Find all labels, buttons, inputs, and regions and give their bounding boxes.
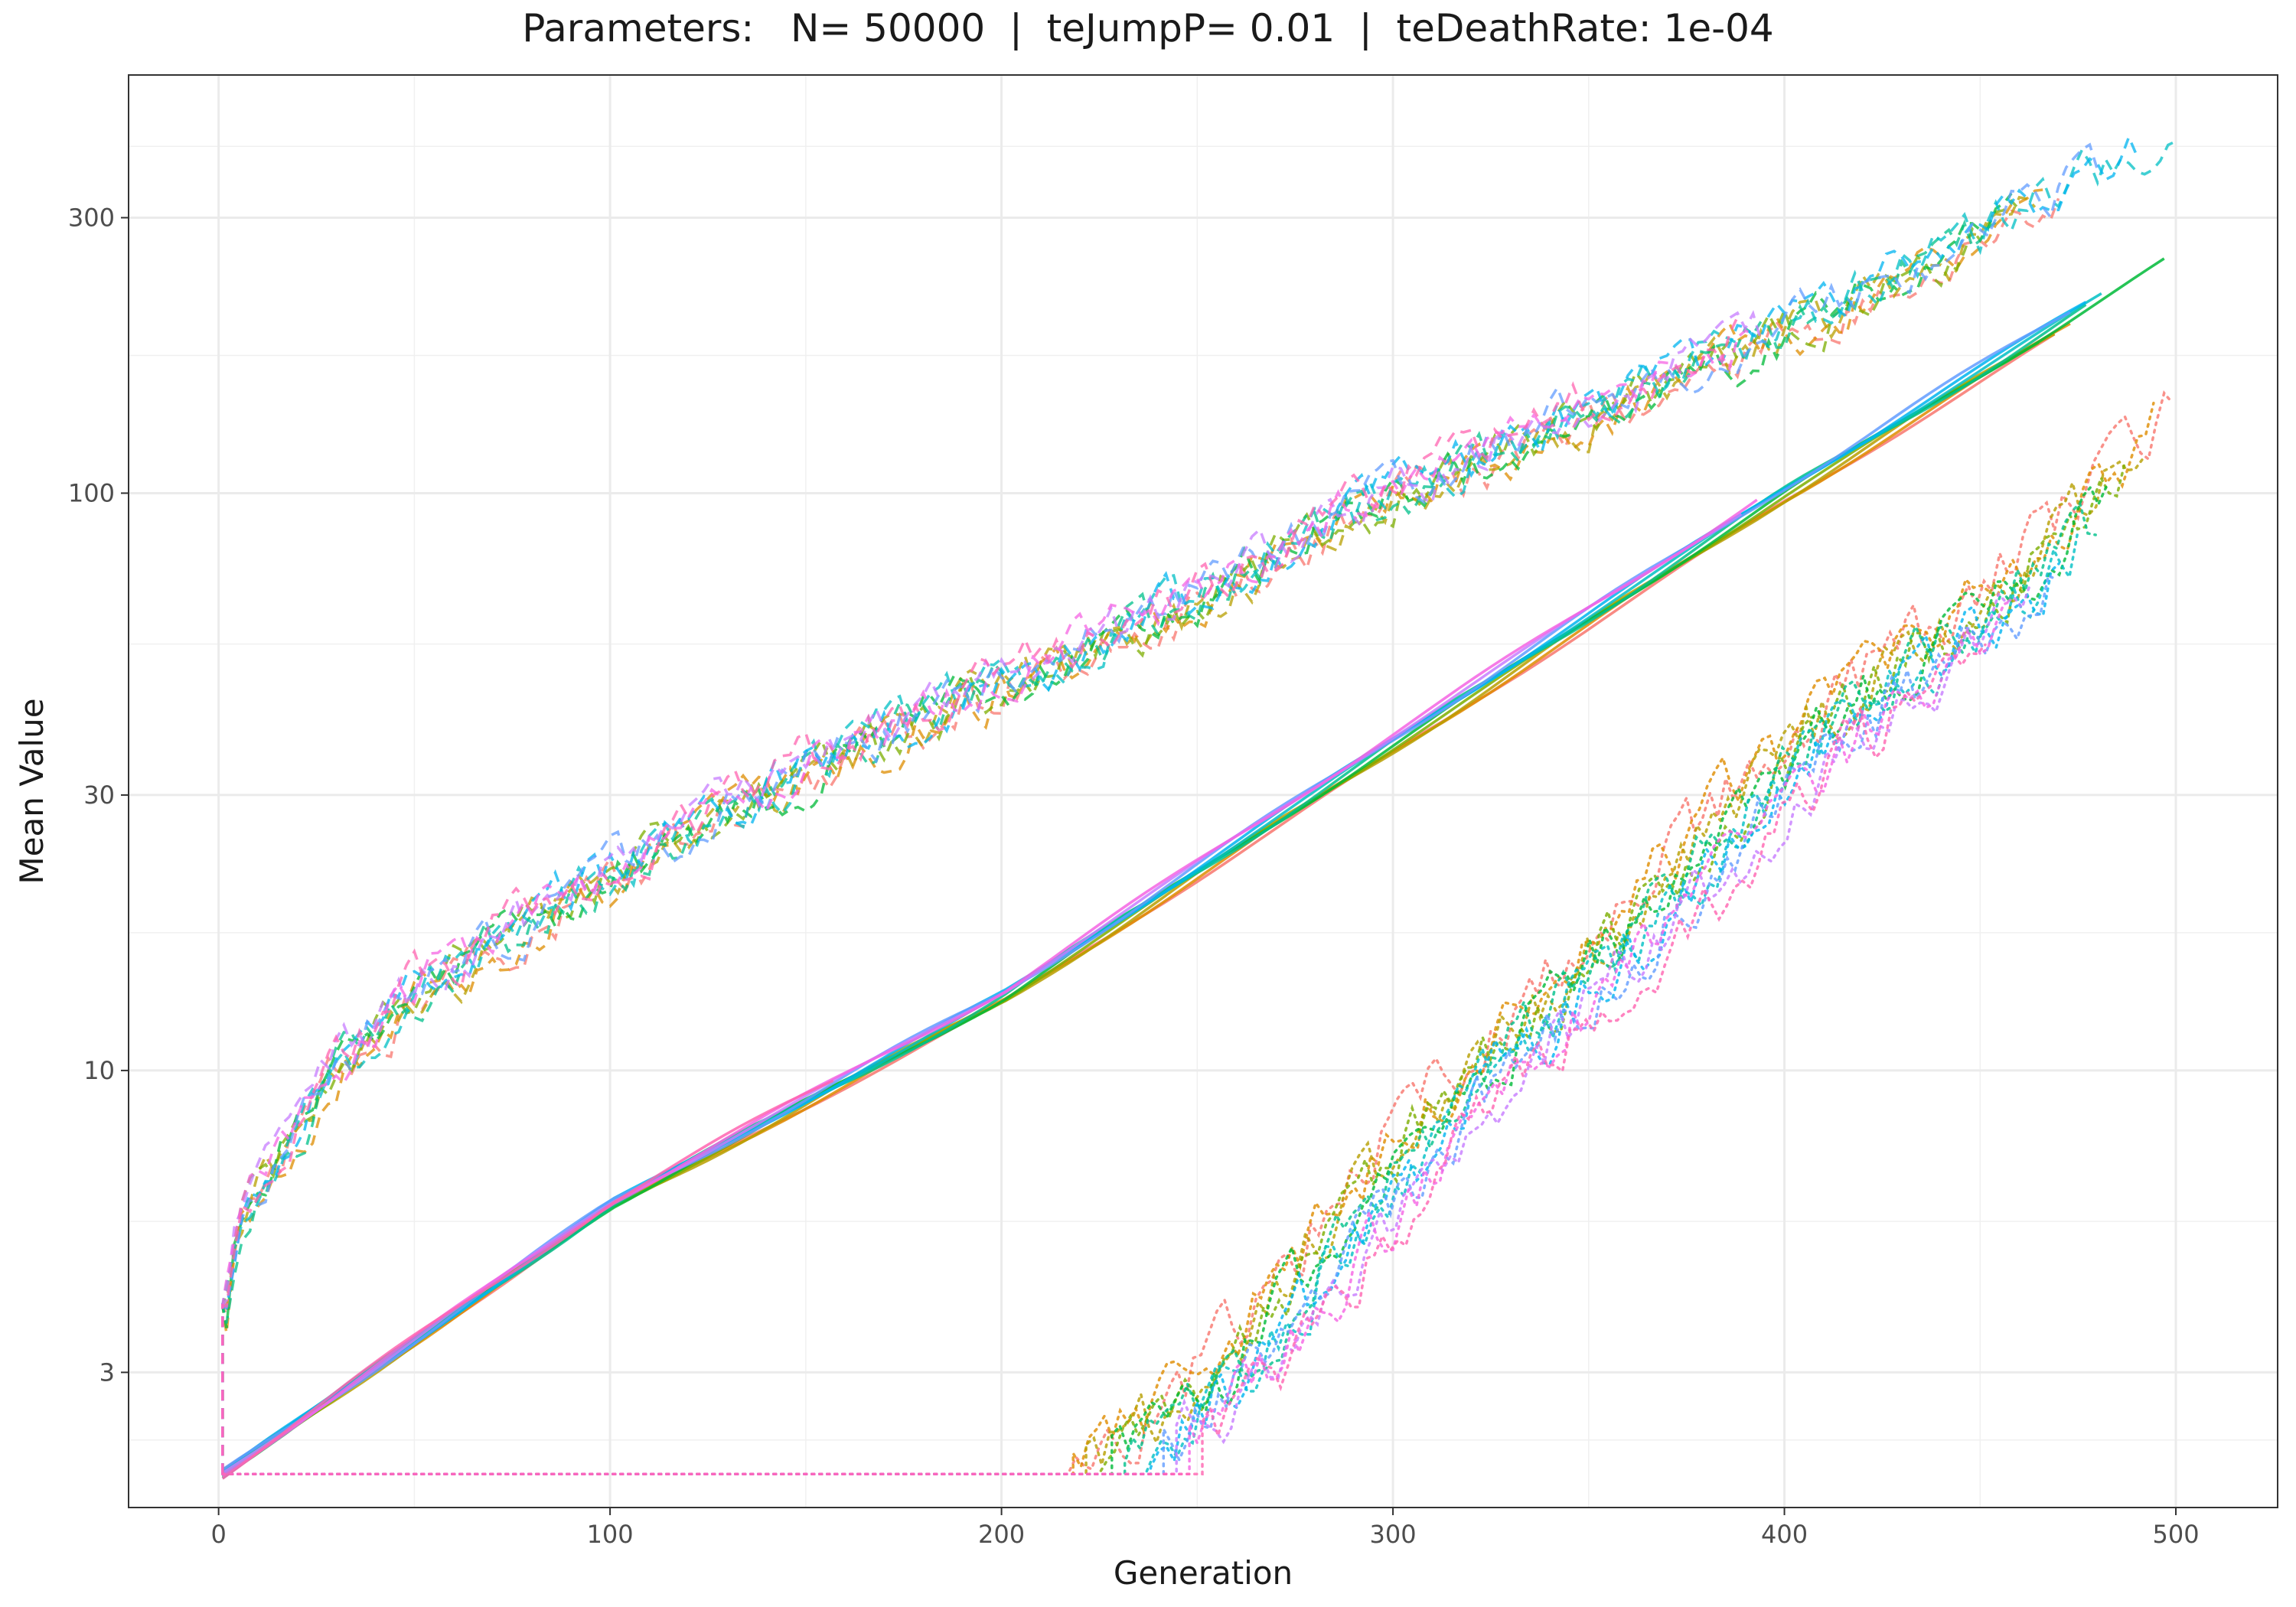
x-axis-title: Generation (1114, 1554, 1293, 1592)
series-line (221, 142, 2099, 1475)
series-line (221, 599, 2013, 1475)
series-line (221, 498, 1758, 1478)
series-line (221, 133, 2138, 1475)
series-line (221, 562, 2060, 1475)
series-line (221, 219, 1997, 1475)
series-group-dashed (221, 133, 2177, 1475)
x-tick-label: 300 (1370, 1520, 1417, 1549)
series-line (221, 533, 2079, 1475)
series-line (221, 316, 1739, 1475)
grid-major (129, 75, 2278, 1508)
x-tick-label: 500 (2152, 1520, 2199, 1549)
chart-title: Parameters: N= 50000 | teJumpP= 0.01 | t… (522, 6, 1774, 51)
plot-border (128, 74, 2278, 1508)
y-tick-label: 100 (68, 478, 115, 507)
series-line (221, 574, 2058, 1475)
series-line (221, 500, 2097, 1475)
series-group-solid (221, 257, 2165, 1480)
x-axis: 0 100 200 300 400 500 (210, 1508, 2200, 1549)
series-line (221, 140, 2177, 1475)
plot-background (129, 75, 2278, 1508)
series-line (221, 484, 2108, 1475)
series-line (221, 584, 2031, 1475)
series-line (221, 188, 2043, 1475)
series-line (221, 401, 2155, 1475)
series-line (221, 197, 2060, 1475)
series-line (221, 462, 2126, 1475)
y-tick-label: 10 (83, 1056, 115, 1085)
series-group-dotted (221, 390, 2174, 1475)
y-axis: 3 10 30 100 300 (68, 203, 129, 1387)
y-tick-label: 3 (99, 1358, 115, 1387)
x-tick-label: 100 (587, 1520, 634, 1549)
y-axis-title: Mean Value (13, 698, 51, 884)
series-line (221, 643, 1987, 1475)
y-tick-label: 30 (83, 781, 115, 810)
series-layer (221, 133, 2177, 1480)
x-tick-label: 400 (1761, 1520, 1808, 1549)
series-line (221, 1079, 834, 1480)
grid-minor (129, 75, 2278, 1508)
y-tick-label: 300 (68, 203, 115, 232)
x-tick-label: 200 (978, 1520, 1025, 1549)
x-tick-label: 0 (210, 1520, 226, 1549)
